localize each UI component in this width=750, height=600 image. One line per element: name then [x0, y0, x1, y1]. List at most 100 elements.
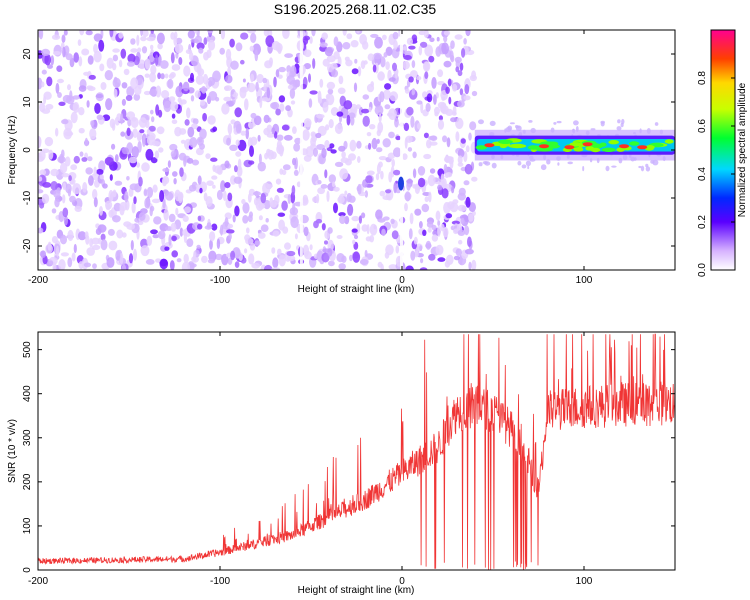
noise-speckle [105, 98, 113, 111]
noise-speckle [278, 219, 285, 231]
noise-speckle [112, 48, 120, 53]
noise-speckle [143, 188, 148, 196]
noise-speckle [316, 193, 320, 204]
noise-speckle [370, 33, 379, 38]
colorbar-tick-label: 0.4 [697, 167, 708, 181]
noise-speckle [97, 237, 102, 245]
noise-speckle [364, 249, 368, 258]
noise-speckle [244, 98, 249, 111]
noise-speckle [240, 130, 247, 136]
noise-speckle [337, 196, 345, 204]
noise-speckle [197, 223, 203, 230]
noise-speckle [188, 263, 197, 268]
noise-speckle [412, 151, 417, 159]
noise-speckle [374, 36, 383, 49]
noise-speckle [452, 83, 458, 92]
noise-speckle [346, 192, 352, 203]
noise-speckle [77, 39, 82, 46]
noise-speckle [157, 43, 163, 50]
signal-scatter [505, 126, 512, 133]
noise-speckle [438, 115, 443, 121]
noise-speckle [215, 253, 223, 261]
noise-speckle [102, 183, 108, 189]
noise-speckle [149, 72, 157, 83]
noise-speckle [412, 168, 417, 179]
y-tick-label: 100 [22, 517, 33, 534]
noise-speckle [327, 88, 334, 95]
noise-speckle [281, 169, 287, 176]
noise-speckle [165, 191, 174, 201]
noise-speckle [414, 184, 420, 195]
noise-speckle [156, 126, 165, 135]
noise-speckle [112, 215, 121, 223]
noise-speckle [271, 267, 281, 270]
noise-speckle [455, 117, 464, 129]
noise-speckle [41, 193, 50, 204]
noise-speckle [180, 139, 186, 144]
noise-speckle [211, 223, 218, 231]
noise-speckle [206, 49, 212, 58]
noise-speckle [270, 102, 278, 109]
noise-speckle [257, 161, 266, 172]
noise-speckle [327, 227, 333, 234]
noise-speckle [93, 43, 98, 54]
noise-speckle [428, 253, 436, 261]
noise-speckle [347, 203, 354, 216]
noise-speckle [330, 149, 337, 154]
signal-scatter [573, 120, 579, 126]
signal-scatter [589, 158, 593, 163]
noise-speckle [348, 153, 356, 161]
noise-speckle [468, 132, 472, 141]
noise-speckle [128, 253, 134, 264]
noise-speckle [302, 129, 310, 141]
signal-core [608, 140, 619, 145]
noise-speckle [184, 206, 191, 214]
noise-speckle [260, 193, 267, 204]
noise-speckle [133, 248, 137, 261]
noise-speckle [471, 259, 477, 270]
noise-speckle [73, 243, 77, 254]
signal-scatter [652, 159, 659, 166]
noise-speckle [367, 53, 375, 61]
noise-speckle [161, 90, 170, 99]
noise-speckle [202, 112, 208, 122]
noise-speckle [183, 253, 189, 264]
noise-speckle [149, 89, 158, 96]
noise-speckle [87, 55, 94, 65]
noise-speckle [286, 255, 296, 262]
noise-speckle [224, 85, 230, 91]
noise-speckle [56, 65, 63, 72]
noise-speckle [342, 30, 347, 36]
noise-speckle [140, 36, 147, 42]
noise-speckle [79, 30, 85, 36]
signal-scatter [522, 129, 526, 134]
noise-speckle [343, 100, 353, 110]
noise-speckle [376, 147, 383, 153]
noise-speckle [58, 259, 66, 270]
noise-speckle [77, 231, 87, 241]
noise-speckle [328, 174, 336, 184]
noise-speckle [427, 174, 436, 187]
noise-speckle [450, 117, 458, 123]
noise-speckle [187, 30, 195, 39]
noise-speckle [170, 222, 177, 232]
x-tick-label: 0 [399, 275, 405, 286]
noise-speckle [420, 258, 424, 264]
noise-speckle [282, 30, 290, 39]
noise-speckle [302, 244, 310, 257]
noise-speckle [424, 61, 430, 71]
noise-speckle [224, 160, 230, 169]
noise-speckle [349, 254, 353, 262]
noise-speckle [467, 236, 472, 248]
noise-speckle [87, 156, 93, 162]
noise-speckle [128, 187, 134, 197]
noise-speckle [448, 96, 452, 105]
noise-speckle [142, 30, 149, 37]
noise-speckle [286, 75, 296, 85]
noise-speckle [303, 49, 312, 58]
noise-speckle [258, 153, 262, 165]
noise-speckle [176, 258, 182, 263]
noise-speckle [374, 105, 384, 116]
